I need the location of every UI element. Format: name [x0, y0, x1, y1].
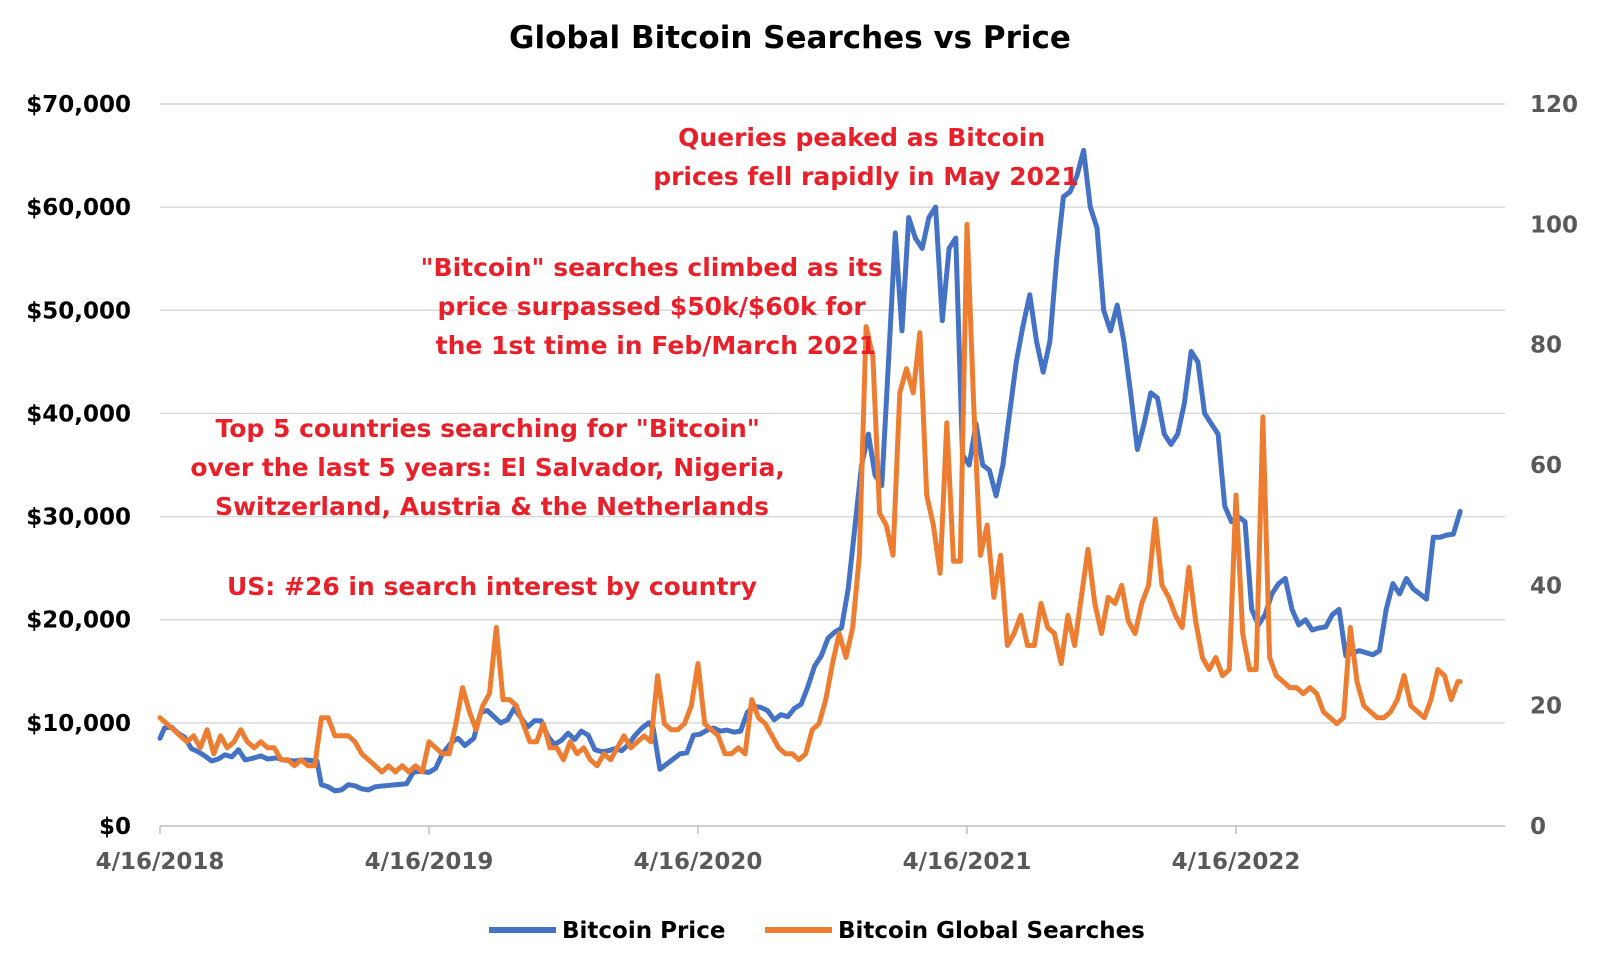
annotation-line: over the last 5 years: El Salvador, Nige… — [190, 453, 784, 482]
y-right-tick-label: 0 — [1530, 814, 1546, 840]
legend-label-searches: Bitcoin Global Searches — [838, 918, 1145, 944]
y-right-tick-label: 120 — [1530, 92, 1578, 118]
x-tick-label: 4/16/2018 — [96, 849, 225, 875]
annotations: Queries peaked as Bitcoin prices fell ra… — [190, 123, 1078, 601]
y-right-tick-label: 100 — [1530, 212, 1578, 238]
y-right-tick-label: 80 — [1530, 333, 1562, 359]
y-left-tick-label: $0 — [99, 814, 131, 840]
y-right-tick-label: 60 — [1530, 453, 1562, 479]
y-left-tick-label: $10,000 — [26, 711, 131, 737]
x-tick-label: 4/16/2022 — [1172, 849, 1301, 875]
annotation-line: "Bitcoin" searches climbed as its — [421, 253, 883, 282]
series-group — [157, 147, 1463, 794]
legend-label-price: Bitcoin Price — [562, 918, 725, 944]
annotation-line: Switzerland, Austria & the Netherlands — [215, 492, 769, 521]
y-left-tick-label: $20,000 — [26, 608, 131, 634]
x-tick-label: 4/16/2019 — [365, 849, 494, 875]
x-axis: 4/16/2018 4/16/2019 4/16/2020 4/16/2021 4/16… — [96, 826, 1301, 875]
chart-title: Global Bitcoin Searches vs Price — [509, 20, 1071, 56]
annotation-line: Top 5 countries searching for "Bitcoin" — [216, 414, 760, 443]
annotation-may-2021: Queries peaked as Bitcoin prices fell ra… — [653, 123, 1079, 191]
y-axis-right: 0 20 40 60 80 100 120 — [1530, 92, 1578, 840]
annotation-line: the 1st time in Feb/March 2021 — [436, 331, 877, 360]
annotation-line: Queries peaked as Bitcoin — [678, 123, 1045, 152]
y-left-tick-label: $60,000 — [26, 195, 131, 221]
series-line-bitcoin-global-searches — [157, 221, 1463, 775]
annotation-line: US: #26 in search interest by country — [227, 572, 757, 601]
series-line-bitcoin-price — [157, 147, 1463, 794]
gridlines — [160, 103, 1505, 827]
annotation-top-countries: Top 5 countries searching for "Bitcoin" … — [190, 414, 793, 521]
y-left-tick-label: $30,000 — [26, 505, 131, 531]
y-left-tick-label: $40,000 — [26, 401, 131, 427]
y-axis-left: $0 $10,000 $20,000 $30,000 $40,000 $50,000 $60… — [26, 92, 131, 840]
y-left-tick-label: $70,000 — [26, 92, 131, 118]
y-right-tick-label: 20 — [1530, 694, 1562, 720]
y-right-tick-label: 40 — [1530, 573, 1562, 599]
legend: Bitcoin Price Bitcoin Global Searches — [489, 918, 1145, 944]
annotation-feb-march-2021: "Bitcoin" searches climbed as its price … — [421, 253, 892, 360]
y-left-tick-label: $50,000 — [26, 298, 131, 324]
x-tick-label: 4/16/2020 — [634, 849, 763, 875]
annotation-line: prices fell rapidly in May 2021 — [653, 162, 1079, 191]
annotation-line: price surpassed $50k/$60k for — [438, 292, 867, 321]
x-tick-label: 4/16/2021 — [903, 849, 1032, 875]
annotation-us-rank: US: #26 in search interest by country — [227, 572, 757, 601]
